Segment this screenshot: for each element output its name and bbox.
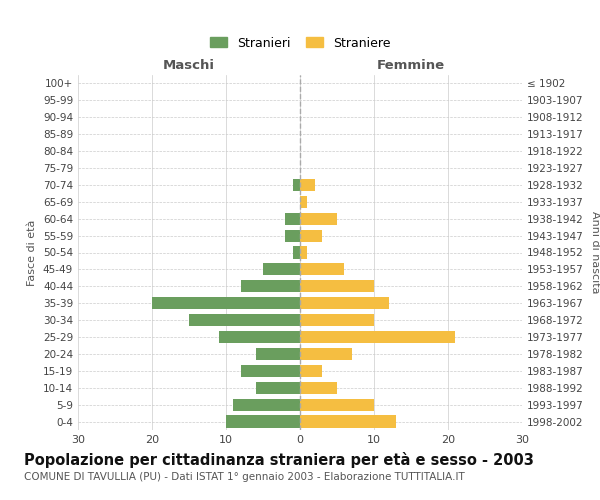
Bar xyxy=(241,364,300,377)
Bar xyxy=(300,196,307,208)
Bar xyxy=(189,314,300,326)
Text: COMUNE DI TAVULLIA (PU) - Dati ISTAT 1° gennaio 2003 - Elaborazione TUTTITALIA.I: COMUNE DI TAVULLIA (PU) - Dati ISTAT 1° … xyxy=(24,472,465,482)
Bar xyxy=(300,264,344,276)
Bar xyxy=(300,314,374,326)
Bar xyxy=(300,382,337,394)
Bar xyxy=(285,230,300,241)
Bar xyxy=(233,398,300,410)
Bar xyxy=(300,331,455,343)
Bar xyxy=(152,297,300,310)
Bar xyxy=(300,179,315,191)
Text: Maschi: Maschi xyxy=(163,58,215,71)
Bar xyxy=(226,416,300,428)
Bar xyxy=(300,246,307,258)
Bar xyxy=(263,264,300,276)
Bar xyxy=(285,212,300,225)
Bar xyxy=(256,348,300,360)
Bar xyxy=(293,179,300,191)
Bar xyxy=(300,364,322,377)
Y-axis label: Anni di nascita: Anni di nascita xyxy=(590,211,600,294)
Y-axis label: Fasce di età: Fasce di età xyxy=(28,220,37,286)
Text: Popolazione per cittadinanza straniera per età e sesso - 2003: Popolazione per cittadinanza straniera p… xyxy=(24,452,534,468)
Text: Femmine: Femmine xyxy=(377,58,445,71)
Bar xyxy=(256,382,300,394)
Legend: Stranieri, Straniere: Stranieri, Straniere xyxy=(205,32,395,54)
Bar xyxy=(300,230,322,241)
Bar xyxy=(241,280,300,292)
Bar xyxy=(300,416,396,428)
Bar xyxy=(300,398,374,410)
Bar xyxy=(218,331,300,343)
Bar xyxy=(300,297,389,310)
Bar xyxy=(300,280,374,292)
Bar xyxy=(293,246,300,258)
Bar xyxy=(300,348,352,360)
Bar xyxy=(300,212,337,225)
